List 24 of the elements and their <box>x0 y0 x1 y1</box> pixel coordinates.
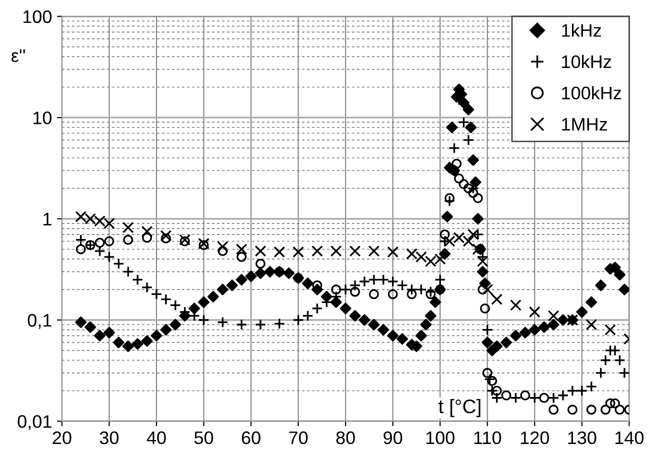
y-tick-label: 0,01 <box>18 415 52 430</box>
y-tick-label: 10 <box>34 112 52 124</box>
x-tick-label: 80 <box>336 431 355 444</box>
x-tick-label: 110 <box>474 431 502 444</box>
x-tick-label: 40 <box>146 431 166 444</box>
legend-label: 100kHz <box>562 86 622 100</box>
y-tick-label: 0,1 <box>28 314 52 329</box>
x-tick-label: 140 <box>615 431 644 444</box>
x-tick-label: 20 <box>52 431 72 444</box>
x-tick-label: 70 <box>289 431 308 444</box>
x-tick-label: 120 <box>520 431 549 444</box>
x-tick-label: 130 <box>568 431 596 444</box>
y-tick-label: 1 <box>44 212 52 226</box>
x-tick-label: 90 <box>384 431 402 444</box>
x-tick-label: 50 <box>194 431 214 444</box>
y-axis-title: ε'' <box>12 49 25 62</box>
y-tick-label: 100 <box>23 10 52 24</box>
legend-label: 1kHz <box>562 24 601 37</box>
x-tick-label: 60 <box>242 431 260 444</box>
legend-label: 1MHz <box>562 118 607 131</box>
legend-label: 10kHz <box>562 54 612 68</box>
x-tick-label: 30 <box>100 431 119 444</box>
x-axis-title: t [°C] <box>438 399 480 418</box>
x-tick-label: 100 <box>426 431 454 444</box>
